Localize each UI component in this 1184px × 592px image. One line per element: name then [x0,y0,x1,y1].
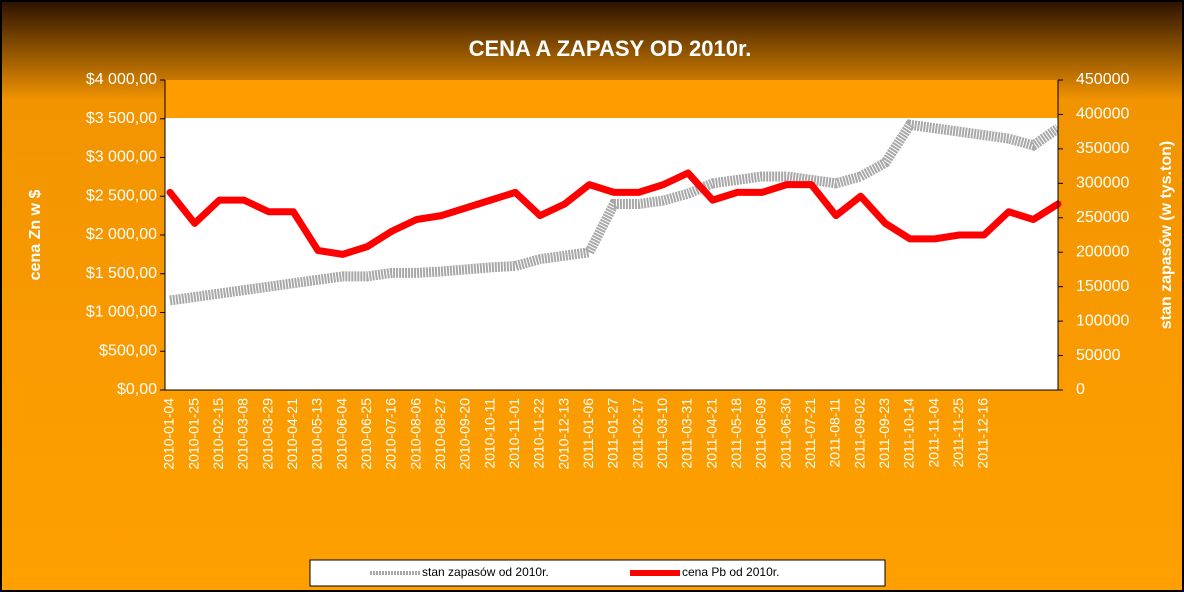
x-tick-label: 2011-03-10 [654,398,670,469]
legend-label: cena Pb od 2010r. [682,565,779,579]
x-tick-label: 2011-05-18 [728,398,744,469]
y-tick-label: $2 500,00 [86,187,157,204]
y2-tick-label: 200000 [1076,243,1129,260]
x-tick-label: 2011-02-17 [629,398,645,469]
x-tick-label: 2010-08-06 [407,398,423,470]
x-tick-label: 2010-10-11 [481,398,497,469]
x-tick-label: 2011-04-21 [703,398,719,469]
y2-tick-label: 350000 [1076,140,1129,157]
y2-axis-label: stan zapasów (w tys.ton) [1158,141,1175,329]
x-tick-label: 2011-01-06 [580,398,596,469]
x-tick-label: 2011-11-25 [950,398,966,468]
x-tick-label: 2011-08-11 [827,398,843,468]
x-tick-label: 2010-03-29 [259,398,275,470]
stock-line [169,119,1061,306]
x-tick-label: 2011-09-02 [851,398,867,469]
price-line [166,169,1062,258]
x-tick-label: 2011-01-27 [605,398,621,469]
x-tick-label: 2010-09-20 [457,398,473,470]
y-tick-label: $2 000,00 [86,226,157,243]
y-tick-label: $3 500,00 [86,110,157,127]
x-tick-label: 2010-11-22 [531,398,547,469]
y-axis-label: cena Zn w $ [27,190,44,281]
legend-label: stan zapasów od 2010r. [422,565,549,579]
x-tick-label: 2011-10-14 [901,398,917,469]
x-tick-label: 2010-08-27 [432,398,448,470]
x-tick-label: 2010-01-04 [161,398,177,470]
x-tick-label: 2010-11-01 [506,398,522,469]
x-tick-label: 2011-09-23 [876,398,892,469]
y2-tick-label: 450000 [1076,71,1129,88]
y2-tick-label: 50000 [1076,347,1121,364]
y2-tick-label: 100000 [1076,312,1129,329]
x-tick-label: 2010-06-25 [358,398,374,470]
y2-tick-label: 150000 [1076,278,1129,295]
x-tick-label: 2011-06-30 [777,398,793,469]
y2-tick-label: 0 [1076,381,1085,398]
y2-tick-label: 400000 [1076,106,1129,123]
x-tick-label: 2011-06-09 [753,398,769,469]
x-tick-label: 2011-07-21 [802,398,818,469]
plot-area [165,118,1058,390]
x-tick-label: 2010-12-13 [555,398,571,470]
x-tick-label: 2010-07-16 [383,398,399,470]
y-tick-label: $500,00 [99,342,157,359]
chart-title: CENA A ZAPASY OD 2010r. [469,36,752,61]
legend [309,559,886,587]
y-tick-label: $0,00 [117,381,157,398]
y-tick-label: $4 000,00 [86,71,157,88]
x-tick-label: 2010-03-08 [235,398,251,470]
x-tick-label: 2010-02-15 [210,398,226,470]
x-tick-label: 2011-12-16 [975,398,991,469]
y2-tick-label: 250000 [1076,209,1129,226]
x-tick-label: 2010-05-13 [309,398,325,470]
x-tick-label: 2011-03-31 [679,398,695,469]
x-tick-label: 2010-04-21 [284,398,300,470]
y2-tick-label: 300000 [1076,175,1129,192]
y-tick-label: $1 000,00 [86,304,157,321]
x-tick-label: 2010-01-25 [185,398,201,470]
y-tick-label: $1 500,00 [86,265,157,282]
x-tick-label: 2011-11-04 [925,398,941,468]
x-tick-label: 2010-06-04 [333,398,349,470]
y-tick-label: $3 000,00 [86,149,157,166]
